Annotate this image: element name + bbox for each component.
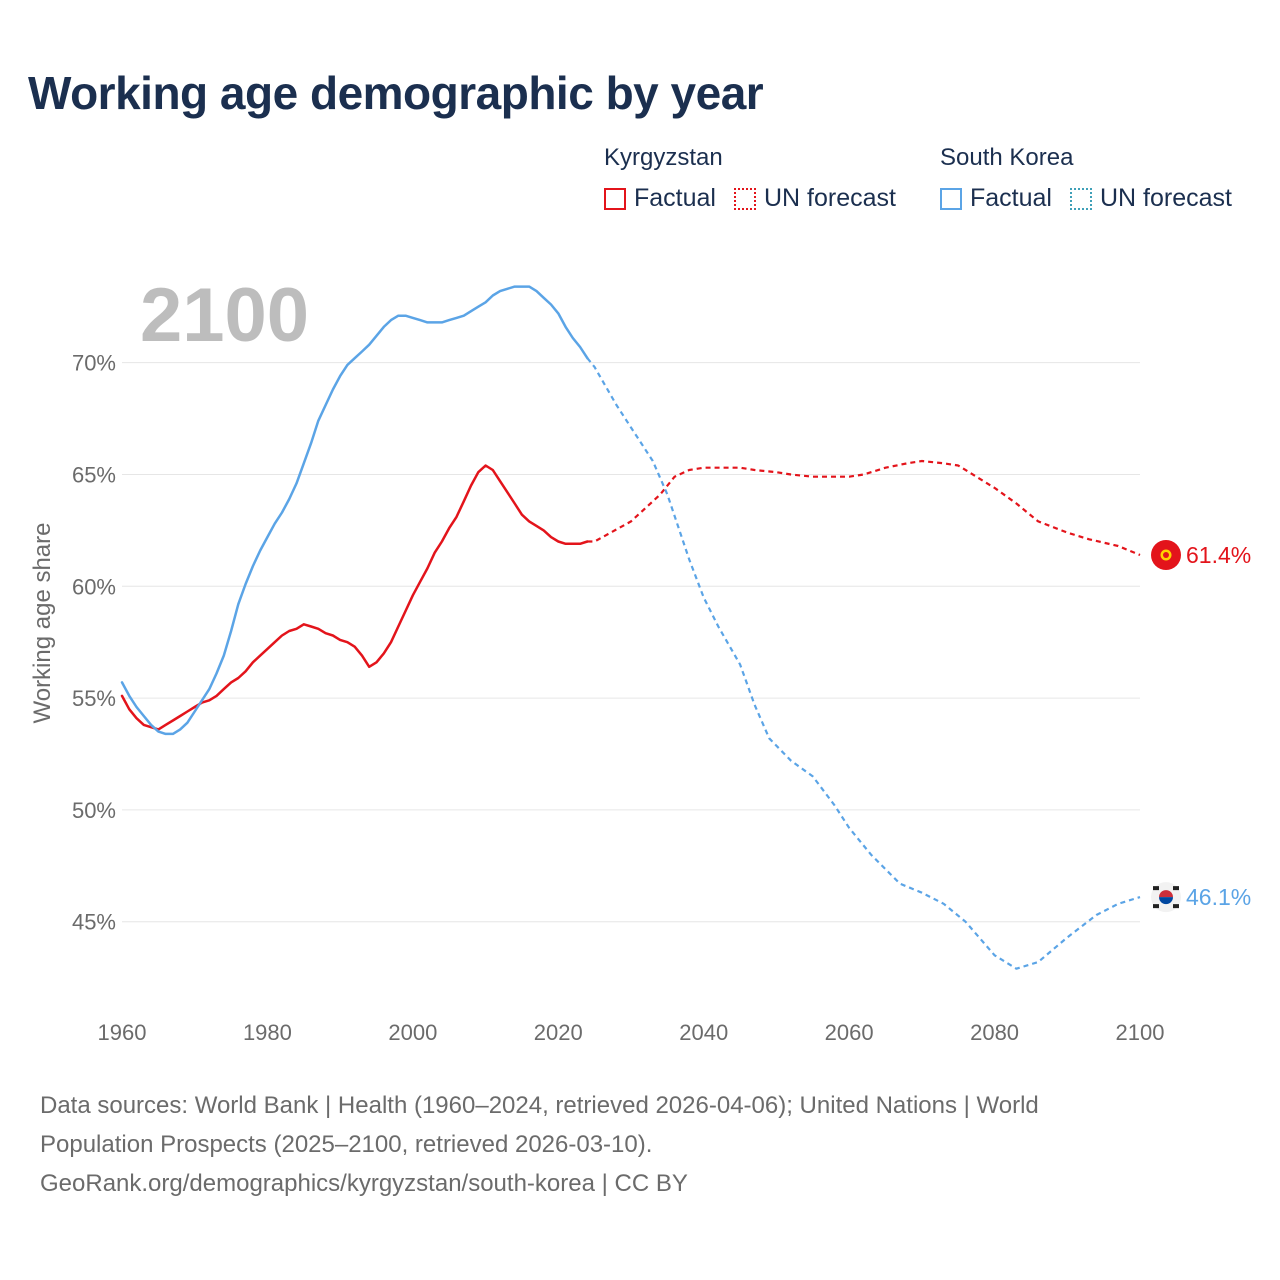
x-tick-label: 1960	[98, 1020, 147, 1045]
dotted-line-swatch-icon	[733, 187, 756, 210]
y-tick-label: 50%	[72, 798, 116, 823]
legend-item-forecast[interactable]: UN forecast	[1069, 184, 1232, 213]
flag-trigram	[1173, 904, 1179, 909]
end-value-label: 61.4%	[1186, 542, 1251, 568]
legend-south-korea: South Korea Factual UN forecast	[940, 144, 1232, 213]
y-tick-label: 70%	[72, 351, 116, 376]
legend-item-label: Factual	[634, 184, 716, 212]
flag-taegeuk-bottom	[1159, 897, 1173, 905]
footer-line: Population Prospects (2025–2100, retriev…	[40, 1131, 653, 1158]
series-lines	[120, 285, 1141, 970]
footer-source-note: Data sources: World Bank | Health (1960–…	[40, 1086, 1220, 1203]
flag-sun-center	[1163, 551, 1169, 558]
series-line-factual	[120, 464, 589, 731]
legend-item-factual[interactable]: Factual	[604, 184, 716, 213]
y-tick-label: 65%	[72, 462, 116, 487]
gridlines	[122, 362, 1140, 923]
legend-item-label: Factual	[970, 184, 1052, 212]
end-markers: 61.4% 46.1%	[1151, 539, 1251, 913]
series-line-forecast	[586, 357, 1141, 970]
dotted-line-swatch-icon	[1069, 187, 1092, 210]
legend-kyrgyzstan: Kyrgyzstan Factual UN forecast	[604, 144, 896, 213]
y-tick-label: 60%	[72, 574, 116, 599]
x-tick-label: 2060	[825, 1020, 874, 1045]
end-value-label: 46.1%	[1186, 884, 1251, 910]
legend-country-label: Kyrgyzstan	[604, 144, 723, 171]
year-watermark: 2100	[140, 273, 310, 358]
legend-item-label: UN forecast	[1099, 184, 1232, 212]
flag-trigram	[1153, 904, 1159, 909]
flag-trigram	[1173, 886, 1179, 891]
legend-item-factual[interactable]: Factual	[940, 184, 1052, 213]
legend-item-forecast[interactable]: UN forecast	[733, 184, 896, 213]
x-tick-label: 2000	[388, 1020, 437, 1045]
x-tick-label: 2080	[970, 1020, 1019, 1045]
solid-line-swatch-icon	[940, 187, 962, 210]
line-chart: 45% 50% 55% 60% 65% 70% 1960 1980 2000 2020 2040 20…	[29, 285, 1251, 1045]
x-tick-label: 2040	[679, 1020, 728, 1045]
x-tick-label: 2020	[534, 1020, 583, 1045]
legend-item-label: UN forecast	[763, 184, 896, 212]
x-tick-label: 2100	[1116, 1020, 1165, 1045]
x-tick-label: 1980	[243, 1020, 292, 1045]
footer-line: Data sources: World Bank | Health (1960–…	[40, 1092, 1039, 1119]
footer-line: GeoRank.org/demographics/kyrgyzstan/sout…	[40, 1170, 688, 1197]
y-axis-label: Working age share	[29, 523, 56, 724]
chart-title: Working age demographic by year	[28, 67, 764, 119]
axis-ticks: 45% 50% 55% 60% 65% 70% 1960 1980 2000 2020 2040 20…	[72, 351, 1165, 1045]
solid-line-swatch-icon	[604, 187, 626, 210]
flag-trigram	[1153, 886, 1159, 891]
y-tick-label: 45%	[72, 910, 116, 935]
y-tick-label: 55%	[72, 686, 116, 711]
series-line-factual	[120, 285, 589, 736]
legend-country-label: South Korea	[940, 144, 1074, 171]
series-line-forecast	[587, 459, 1141, 557]
flag-taegeuk-top	[1159, 890, 1173, 898]
